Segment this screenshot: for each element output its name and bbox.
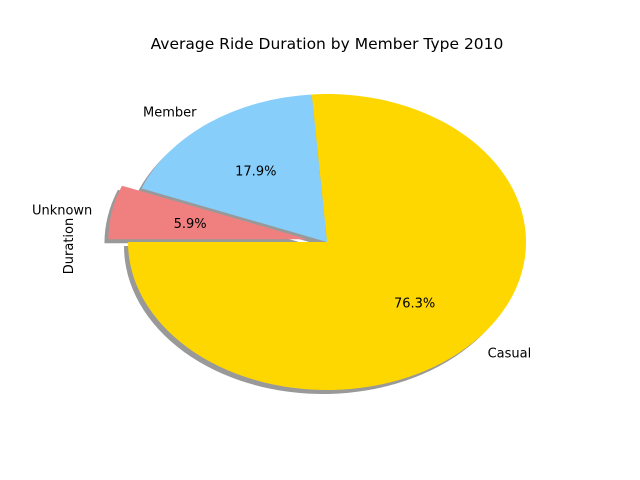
pct-label-member: 17.9%: [235, 165, 276, 180]
pct-label-unknown: 5.9%: [174, 217, 207, 232]
pie-labels: 76.3% Casual 17.9% Member 5.9% Unknown: [32, 105, 531, 361]
category-label-casual: Casual: [488, 347, 532, 362]
chart-title: Average Ride Duration by Member Type 201…: [151, 35, 504, 53]
pct-label-casual: 76.3%: [394, 296, 435, 311]
category-label-member: Member: [143, 105, 197, 120]
slice-member: [141, 94, 327, 242]
category-label-unknown: Unknown: [32, 203, 92, 218]
pie-slices: [108, 94, 526, 391]
y-axis-label: Duration: [62, 218, 77, 274]
slice-unknown: [108, 185, 308, 240]
slice-casual: [128, 94, 526, 391]
